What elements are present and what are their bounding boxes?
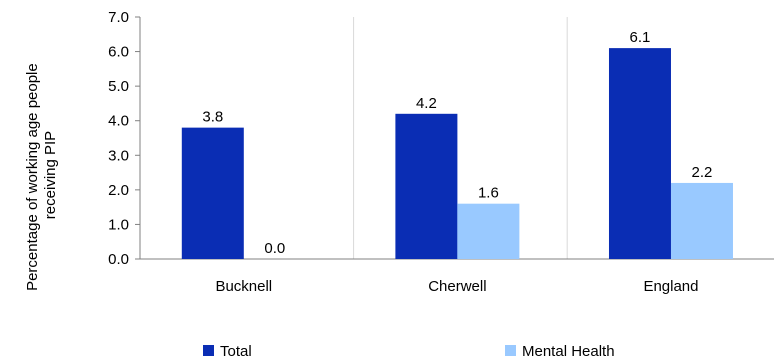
legend: Total Mental Health — [203, 343, 615, 360]
y-tick-label: 0.0 — [108, 251, 129, 268]
bar-mental-health — [457, 203, 520, 259]
grid-lines — [353, 17, 568, 259]
data-label: 4.2 — [416, 95, 437, 112]
y-tick-label: 3.0 — [108, 147, 129, 164]
y-axis-title: Percentage of working age people receivi… — [24, 59, 59, 291]
data-label: 0.0 — [264, 240, 285, 257]
bars — [181, 48, 733, 259]
legend-swatch — [203, 345, 214, 356]
legend-swatch — [505, 345, 516, 356]
y-axis-title-line-1: Percentage of working age people — [24, 63, 41, 291]
axes: 0.0 1.0 2.0 3.0 4.0 5.0 6.0 7.0 Bucknell Cherwell… — [108, 9, 774, 295]
data-label: 2.2 — [692, 164, 713, 181]
data-label: 3.8 — [202, 109, 223, 126]
y-tick-label: 2.0 — [108, 182, 129, 199]
legend-label: Mental Health — [522, 343, 615, 360]
bar-total — [395, 113, 458, 259]
y-tick-label: 1.0 — [108, 216, 129, 233]
x-category-label: Bucknell — [215, 278, 272, 295]
y-tick-label: 4.0 — [108, 113, 129, 130]
data-labels: 3.8 0.0 4.2 1.6 6.1 2.2 — [202, 29, 712, 257]
data-label: 1.6 — [478, 185, 499, 202]
y-tick-label: 5.0 — [108, 78, 129, 95]
bar-total — [181, 127, 244, 259]
x-category-label: Cherwell — [428, 278, 486, 295]
y-tick-label: 6.0 — [108, 44, 129, 61]
x-category-label: England — [643, 278, 698, 295]
data-label: 6.1 — [630, 29, 651, 46]
y-tick-label: 7.0 — [108, 9, 129, 26]
bar-mental-health — [670, 182, 733, 259]
legend-label: Total — [220, 343, 252, 360]
bar-total — [608, 48, 671, 259]
y-axis-title-line-2: receiving PIP — [42, 131, 59, 219]
